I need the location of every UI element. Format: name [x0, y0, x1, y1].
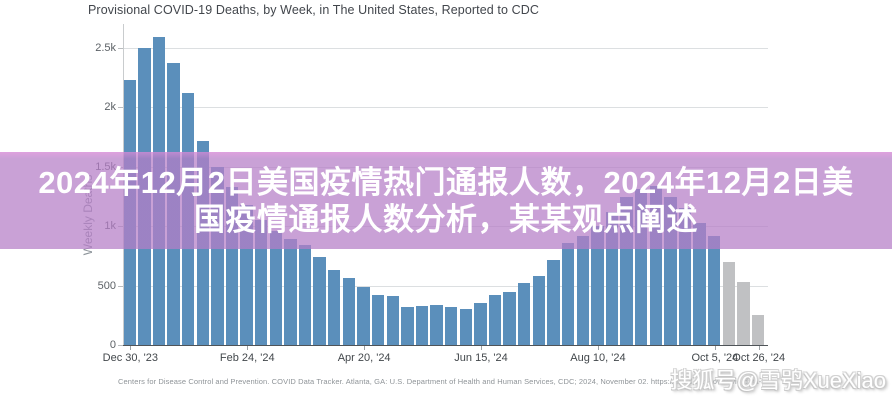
y-tick-mark: [118, 285, 123, 287]
y-tick-label: 2.5k: [95, 42, 116, 54]
weekly-deaths-bar: [737, 282, 750, 345]
x-tick-mark: [758, 346, 760, 350]
x-tick-label: Feb 24, '24: [219, 352, 275, 364]
weekly-deaths-bar: [503, 292, 516, 345]
x-tick-mark: [247, 346, 249, 350]
y-tick-mark: [118, 107, 123, 109]
weekly-deaths-bar: [430, 305, 443, 345]
gridline-2k: [123, 107, 768, 109]
weekly-deaths-bar: [561, 243, 575, 345]
weekly-deaths-bar: [415, 305, 429, 345]
weekly-deaths-bar: [532, 275, 546, 345]
weekly-deaths-bar: [298, 244, 312, 345]
author-watermark: 搜狐号@雪鸮XueXiao: [670, 368, 886, 393]
weekly-deaths-bar: [708, 235, 721, 345]
weekly-deaths-bar: [357, 286, 370, 345]
y-tick-label: 0: [109, 339, 116, 351]
weekly-deaths-bar: [445, 306, 458, 345]
y-tick-label: 2k: [104, 101, 116, 114]
weekly-deaths-bar: [269, 230, 283, 345]
weekly-deaths-bar: [313, 257, 326, 345]
weekly-deaths-bar: [401, 306, 414, 345]
x-tick-mark: [364, 346, 366, 350]
gridline-500: [123, 285, 768, 287]
x-tick-mark: [597, 346, 599, 350]
headline-line-1: 2024年12月2日美国疫情热门通报人数，2024年12月2日美: [38, 164, 854, 200]
gridline-2.5k: [123, 48, 768, 49]
x-axis-line: [123, 345, 768, 346]
weekly-deaths-bar: [488, 294, 502, 345]
weekly-deaths-bar: [342, 277, 356, 345]
y-tick-mark: [118, 48, 123, 49]
weekly-deaths-bar: [693, 222, 706, 345]
weekly-deaths-bar: [547, 260, 560, 345]
headline-line-2: 国疫情通报人数分析，某某观点阐述: [194, 201, 698, 237]
source-citation: Centers for Disease Control and Preventi…: [118, 377, 775, 386]
x-tick-label: Oct 5, '24: [691, 352, 739, 364]
x-tick-mark: [714, 346, 716, 350]
x-tick-label: Apr 20, '24: [337, 352, 391, 364]
headline-overlay-banner: 2024年12月2日美国疫情热门通报人数，2024年12月2日美 国疫情通报人数…: [0, 152, 892, 249]
weekly-deaths-bar: [722, 261, 736, 345]
weekly-deaths-bar: [459, 309, 472, 345]
x-tick-mark: [481, 346, 483, 350]
x-tick-label: Jun 15, '24: [454, 352, 508, 364]
weekly-deaths-bar: [474, 303, 487, 345]
weekly-deaths-bar: [751, 315, 765, 345]
weekly-deaths-bar: [284, 239, 297, 345]
y-tick-mark: [118, 345, 123, 346]
weekly-deaths-bar: [328, 269, 341, 345]
x-tick-mark: [130, 346, 132, 350]
weekly-deaths-bar: [591, 226, 604, 345]
x-tick-label: Oct 26, '24: [732, 352, 786, 364]
x-tick-label: Dec 30, '23: [102, 352, 158, 364]
weekly-deaths-bar: [371, 295, 385, 345]
weekly-deaths-bar: [386, 295, 399, 345]
chart-title: Provisional COVID-19 Deaths, by Week, in…: [88, 3, 539, 17]
y-tick-label: 500: [97, 279, 116, 292]
weekly-deaths-bar: [576, 235, 589, 345]
weekly-deaths-bar: [518, 283, 531, 345]
x-tick-label: Aug 10, '24: [570, 352, 626, 364]
weekly-deaths-bar: [255, 220, 268, 345]
